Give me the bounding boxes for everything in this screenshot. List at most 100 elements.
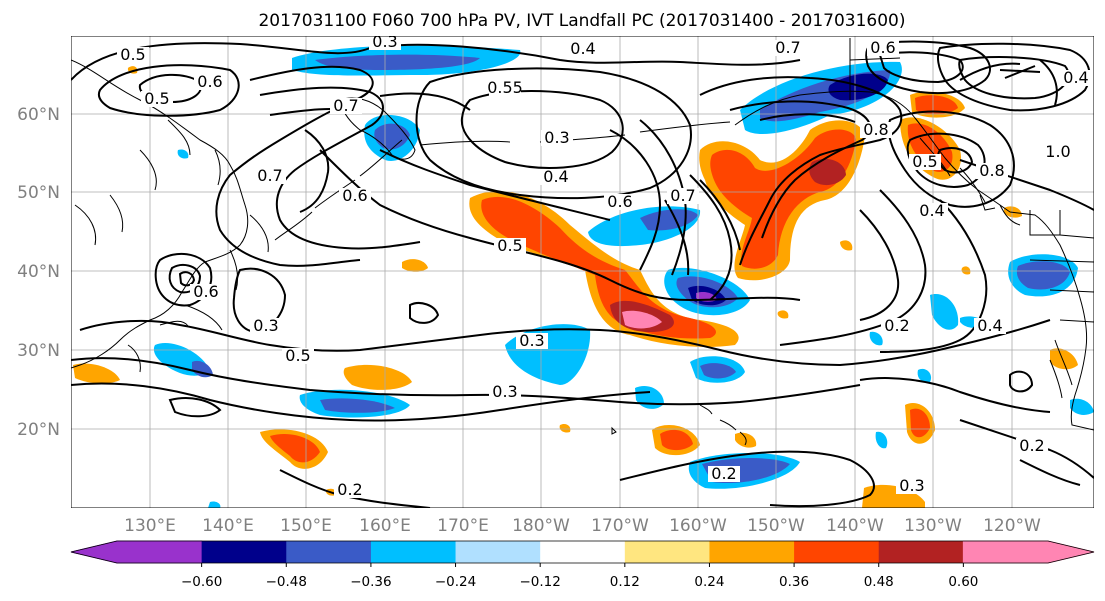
- neg-region: [208, 501, 221, 508]
- contour-value-label: 0.4: [1060, 68, 1092, 87]
- contour-value-label: 0.4: [540, 167, 572, 186]
- colorbar-tick-label: 0.60: [948, 574, 978, 590]
- colorbar-segment: [878, 541, 964, 563]
- colorbar-tick-label: −0.12: [519, 574, 560, 590]
- contour-value-label: 0.6: [339, 186, 371, 205]
- svg-text:0.4: 0.4: [977, 316, 1002, 335]
- lon-label: 160°W: [669, 516, 727, 536]
- colorbar-tick-label: −0.48: [266, 574, 307, 590]
- lon-label: 150°W: [747, 516, 805, 536]
- pos-region: [915, 95, 958, 115]
- lat-label: 30°N: [17, 341, 60, 361]
- contour-value-label: 0.8: [976, 161, 1008, 180]
- svg-text:0.6: 0.6: [342, 186, 367, 205]
- contour-value-label: 0.5: [141, 89, 173, 108]
- contour-value-label: 0.3: [489, 382, 521, 401]
- contour-value-label: 0.5: [909, 152, 941, 171]
- svg-text:0.3: 0.3: [253, 316, 278, 335]
- svg-text:1.0: 1.0: [1045, 142, 1070, 161]
- lon-label: 140°E: [202, 516, 254, 536]
- contour-value-label: 0.5: [282, 346, 314, 365]
- chart-title: 2017031100 F060 700 hPa PV, IVT Landfall…: [258, 11, 905, 31]
- lat-label: 20°N: [17, 420, 60, 440]
- neg-region: [869, 331, 883, 346]
- svg-text:0.7: 0.7: [775, 38, 800, 57]
- lat-label: 50°N: [17, 183, 60, 203]
- colorbar-segment: [286, 541, 372, 563]
- svg-text:0.7: 0.7: [670, 186, 695, 205]
- pos-region: [270, 433, 320, 463]
- svg-text:0.7: 0.7: [257, 166, 282, 185]
- contour-value-label: 0.3: [250, 316, 282, 335]
- contour-value-label: 0.4: [916, 201, 948, 220]
- contour-value-label: 0.2: [1016, 436, 1048, 455]
- contour-value-label: 0.2: [881, 316, 913, 335]
- svg-text:0.5: 0.5: [285, 346, 310, 365]
- neg-region: [875, 431, 888, 449]
- svg-text:0.3: 0.3: [544, 128, 569, 147]
- svg-text:0.5: 0.5: [497, 236, 522, 255]
- pos-region: [660, 429, 693, 451]
- svg-text:0.4: 0.4: [1063, 68, 1088, 87]
- svg-text:0.2: 0.2: [884, 316, 909, 335]
- neg-region: [1016, 261, 1070, 290]
- colorbar-outline: [70, 540, 1095, 564]
- svg-text:0.6: 0.6: [870, 38, 895, 57]
- svg-text:0.6: 0.6: [193, 282, 218, 301]
- neg-region: [315, 54, 480, 70]
- neg-region: [1070, 398, 1094, 415]
- contour-value-label: 0.7: [254, 166, 286, 185]
- colorbar-segment: [794, 541, 880, 563]
- svg-text:0.2: 0.2: [337, 480, 362, 499]
- pos-region: [402, 259, 428, 272]
- lon-label: 130°E: [124, 516, 176, 536]
- contour-labels: 0.5 0.3 0.4 0.6 0.5 0.7 0.6 0.7 0.55 0.3 0.4 0.6 0.7…: [117, 36, 1092, 499]
- colorbar-tick-label: 0.36: [779, 574, 809, 590]
- contour-value-label: 0.5: [117, 45, 149, 64]
- contour-value-label: 0.4: [974, 316, 1006, 335]
- neg-region: [700, 363, 736, 379]
- lon-label: 180°W: [512, 516, 570, 536]
- contour-value-label: 1.0: [1042, 142, 1074, 161]
- lon-label: 160°E: [359, 516, 411, 536]
- pos-region: [1050, 348, 1078, 370]
- neg-region: [640, 209, 698, 231]
- lat-label: 40°N: [17, 262, 60, 282]
- colorbar-tick-label: −0.36: [350, 574, 391, 590]
- contour-value-label: 0.6: [194, 72, 226, 91]
- pos-region: [343, 364, 412, 390]
- latitude-labels: 60°N 50°N 40°N 30°N 20°N: [17, 105, 60, 440]
- neg-region: [828, 73, 888, 101]
- svg-text:0.4: 0.4: [919, 201, 944, 220]
- longitude-labels: 130°E 140°E 150°E 160°E 170°E 180°W 170°W 160°W…: [124, 516, 1041, 536]
- colorbar-tick-label: 0.48: [864, 574, 894, 590]
- pos-region: [910, 408, 930, 438]
- colorbar: −0.60 −0.48 −0.36 −0.24 −0.12 0.12 0.24 0.36 0.4…: [70, 540, 1095, 590]
- contour-value-label: 0.3: [516, 331, 548, 350]
- pos-region: [481, 196, 716, 339]
- contour-value-label: 0.3: [369, 36, 401, 51]
- neg-region: [917, 368, 932, 383]
- pos-region: [559, 423, 571, 433]
- svg-text:0.5: 0.5: [120, 45, 145, 64]
- map-area: 0.5 0.3 0.4 0.6 0.5 0.7 0.6 0.7 0.55 0.3 0.4 0.6 0.7…: [71, 36, 1094, 508]
- colorbar-segment: [624, 541, 710, 563]
- svg-text:0.8: 0.8: [863, 120, 888, 139]
- pc-shading: [73, 45, 1094, 508]
- contour-value-label: 0.3: [541, 128, 573, 147]
- colorbar-segment: [370, 541, 457, 563]
- lat-label: 60°N: [17, 105, 60, 125]
- colorbar-tick-label: 0.12: [610, 574, 640, 590]
- svg-text:0.8: 0.8: [979, 161, 1004, 180]
- lon-label: 150°E: [280, 516, 332, 536]
- lon-label: 130°W: [904, 516, 962, 536]
- svg-text:0.4: 0.4: [570, 39, 595, 58]
- svg-text:0.6: 0.6: [607, 192, 632, 211]
- svg-text:0.3: 0.3: [519, 331, 544, 350]
- contour-value-label: 0.8: [860, 120, 892, 139]
- svg-text:0.3: 0.3: [899, 476, 924, 495]
- contour-value-label: 0.6: [190, 282, 222, 301]
- svg-text:0.3: 0.3: [492, 382, 517, 401]
- colorbar-segment: [70, 540, 203, 564]
- lon-label: 120°W: [983, 516, 1041, 536]
